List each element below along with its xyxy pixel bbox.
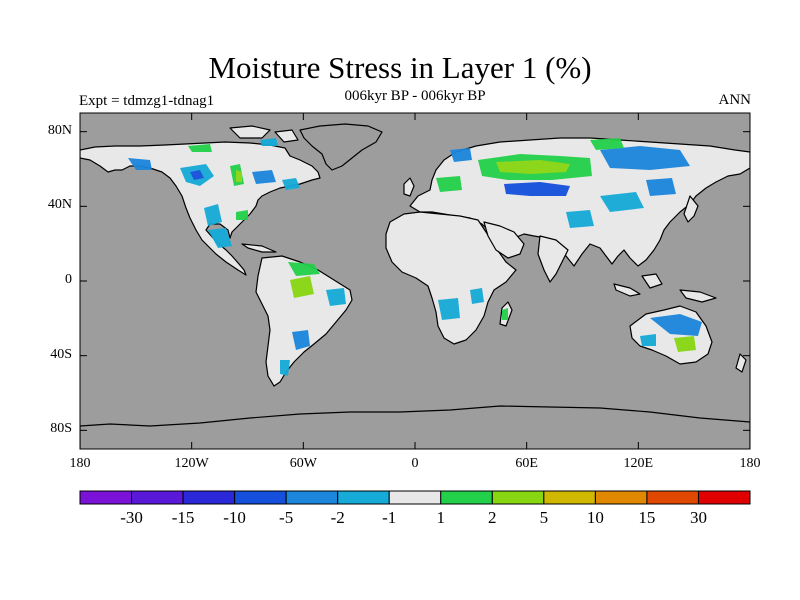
lon-tick-label: 60W	[289, 456, 317, 471]
colorbar-label: -15	[171, 508, 195, 527]
anomaly-patch-brazil-blue	[326, 288, 346, 306]
lat-tick-label: 80N	[47, 122, 72, 138]
colorbar-swatch	[234, 490, 287, 505]
colorbar-swatch	[79, 490, 133, 505]
colorbar-label: 1	[436, 508, 446, 527]
colorbar-label: 5	[539, 508, 549, 527]
anomaly-patch-mongolia-blue	[600, 192, 644, 212]
anomaly-patch-russia-lime	[496, 160, 570, 174]
anomaly-patch-usa-green	[236, 210, 248, 220]
anomaly-patch-central-asia-blue	[504, 182, 570, 196]
colorbar-label: 2	[488, 508, 497, 527]
anomaly-patch-usa-blue	[204, 204, 222, 226]
colorbar-swatch	[131, 490, 184, 505]
india-land	[537, 235, 569, 283]
indonesia-land	[613, 283, 641, 297]
colorbar-swatch	[697, 490, 751, 505]
anomaly-patch-venezuela-green	[288, 262, 320, 276]
lon-tick-label: 120W	[174, 456, 209, 471]
lat-tick-label: 0	[65, 272, 72, 287]
new-guinea-land	[679, 289, 717, 303]
anomaly-patch-madagascar-green	[502, 308, 508, 320]
colorbar-swatch	[285, 490, 339, 505]
lon-tick-label: 60E	[515, 456, 538, 471]
anomaly-patch-canada-lime	[236, 170, 242, 182]
antarctica-land	[80, 405, 750, 449]
japan-land	[683, 195, 699, 223]
lon-tick-label: 180	[69, 456, 91, 471]
colorbar-label: 15	[638, 508, 656, 527]
lat-tick-label: 40S	[50, 346, 72, 362]
anomaly-patch-china-blue	[646, 178, 676, 196]
anomaly-patch-mexico-blue	[208, 228, 232, 248]
british-isles-land	[403, 177, 415, 197]
map-subtitle: 006kyr BP - 006kyr BP	[344, 88, 486, 104]
colorbar-swatch	[440, 490, 493, 505]
colorbar-swatch	[491, 490, 545, 505]
anomaly-patch-canada-blue2	[190, 170, 204, 180]
colorbar-label: -5	[279, 508, 294, 527]
colorbar-swatch	[388, 490, 442, 505]
anomaly-patch-africa-blue2	[470, 288, 484, 304]
lat-tick-label: 40N	[47, 197, 72, 213]
anomaly-patch-himalaya-blue	[566, 210, 594, 228]
new-zealand-land	[735, 353, 747, 373]
anomaly-patch-europe-green	[436, 176, 462, 192]
south-america-land	[255, 255, 353, 387]
colorbar-label: -10	[223, 508, 246, 527]
indonesia-land	[641, 273, 663, 289]
colorbar-swatch	[543, 490, 596, 505]
colorbar	[79, 490, 751, 505]
anomaly-patch-siberia-blue	[600, 146, 690, 170]
colorbar-label: 30	[689, 508, 707, 527]
lat-tick-label: 80S	[50, 421, 72, 437]
arctic-islands	[274, 129, 299, 143]
anomaly-patch-arctic-green	[188, 144, 212, 152]
lon-tick-label: 180	[739, 456, 761, 471]
lon-tick-label: 0	[411, 456, 419, 471]
arctic-islands	[229, 125, 271, 139]
anomaly-patch-hudson-blue	[282, 178, 300, 190]
anomaly-patch-australia-blue2	[640, 334, 656, 346]
anomaly-patch-siberia-green	[590, 138, 624, 150]
experiment-label: Expt = tdmzg1-tdnag1	[79, 93, 215, 109]
anomaly-patch-australia-blue	[650, 314, 702, 336]
colorbar-swatch	[182, 490, 236, 505]
anomaly-patch-scandinavia-blue	[450, 148, 472, 162]
anomaly-patch-australia-lime	[674, 336, 696, 352]
colorbar-label: -2	[330, 508, 345, 527]
colorbar-swatch	[646, 490, 699, 505]
caribbean-islands	[241, 243, 277, 253]
anomaly-patch-alaska-blue	[128, 158, 152, 170]
colorbar-swatch	[594, 490, 648, 505]
colorbar-label: 10	[586, 508, 604, 527]
anomaly-patch-canada-blue3	[252, 170, 276, 184]
anomaly-patch-argentina-blue	[292, 330, 310, 350]
colorbar-label: -1	[382, 508, 397, 527]
anomaly-patch-arctic-blue	[260, 138, 278, 146]
map-title: Moisture Stress in Layer 1 (%)	[208, 50, 592, 85]
anomaly-patch-brazil-lime	[290, 276, 314, 298]
season-label: ANN	[718, 92, 752, 108]
africa-land	[385, 211, 517, 345]
anomaly-patch-africa-blue	[438, 298, 460, 320]
anomaly-patch-chile-blue	[280, 360, 290, 376]
arabia-land	[483, 221, 525, 259]
colorbar-label: -30	[120, 508, 143, 527]
greenland-land	[299, 123, 383, 171]
lon-tick-label: 120E	[623, 456, 654, 471]
colorbar-swatch	[337, 490, 390, 505]
axis-ticks	[79, 113, 751, 449]
